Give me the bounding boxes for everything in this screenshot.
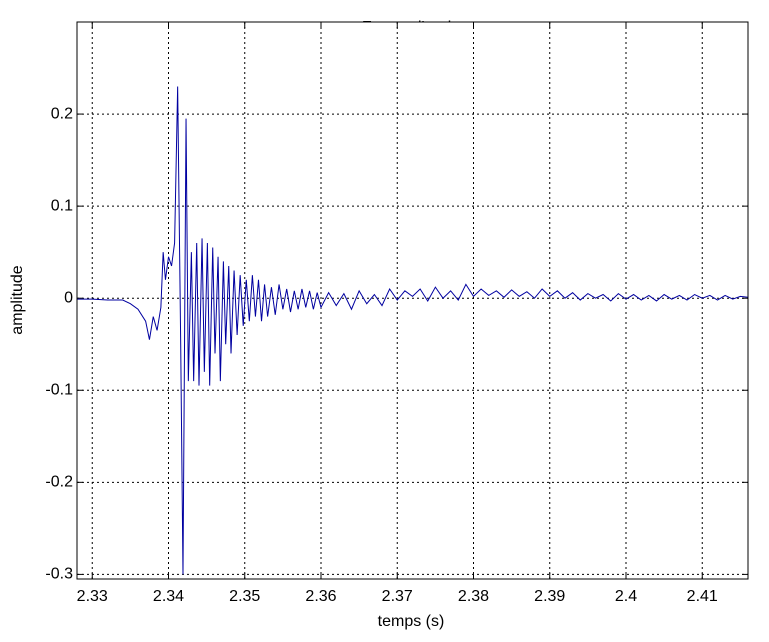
x-tick-label: 2.34 — [153, 588, 184, 605]
y-tick-label: -0.3 — [45, 566, 73, 583]
x-tick-label: 2.36 — [305, 588, 336, 605]
y-tick-label: 0 — [64, 289, 73, 306]
x-tick-label: 2.4 — [615, 588, 637, 605]
y-tick-label: 0.1 — [51, 197, 73, 214]
x-axis-label: temps (s) — [378, 613, 445, 630]
y-tick-label: -0.2 — [45, 474, 73, 491]
x-tick-label: 2.33 — [77, 588, 108, 605]
x-tick-label: 2.38 — [458, 588, 489, 605]
x-tick-label: 2.37 — [382, 588, 413, 605]
x-tick-label: 2.39 — [534, 588, 565, 605]
plot-area — [77, 22, 748, 579]
plot-frame — [76, 21, 749, 580]
x-tick-label: 2.41 — [687, 588, 718, 605]
y-axis-label: amplitude — [9, 265, 26, 334]
y-tick-label: 0.2 — [51, 105, 73, 122]
x-tick-label: 2.35 — [229, 588, 260, 605]
waveform-line — [77, 86, 748, 575]
y-tick-label: -0.1 — [45, 381, 73, 398]
